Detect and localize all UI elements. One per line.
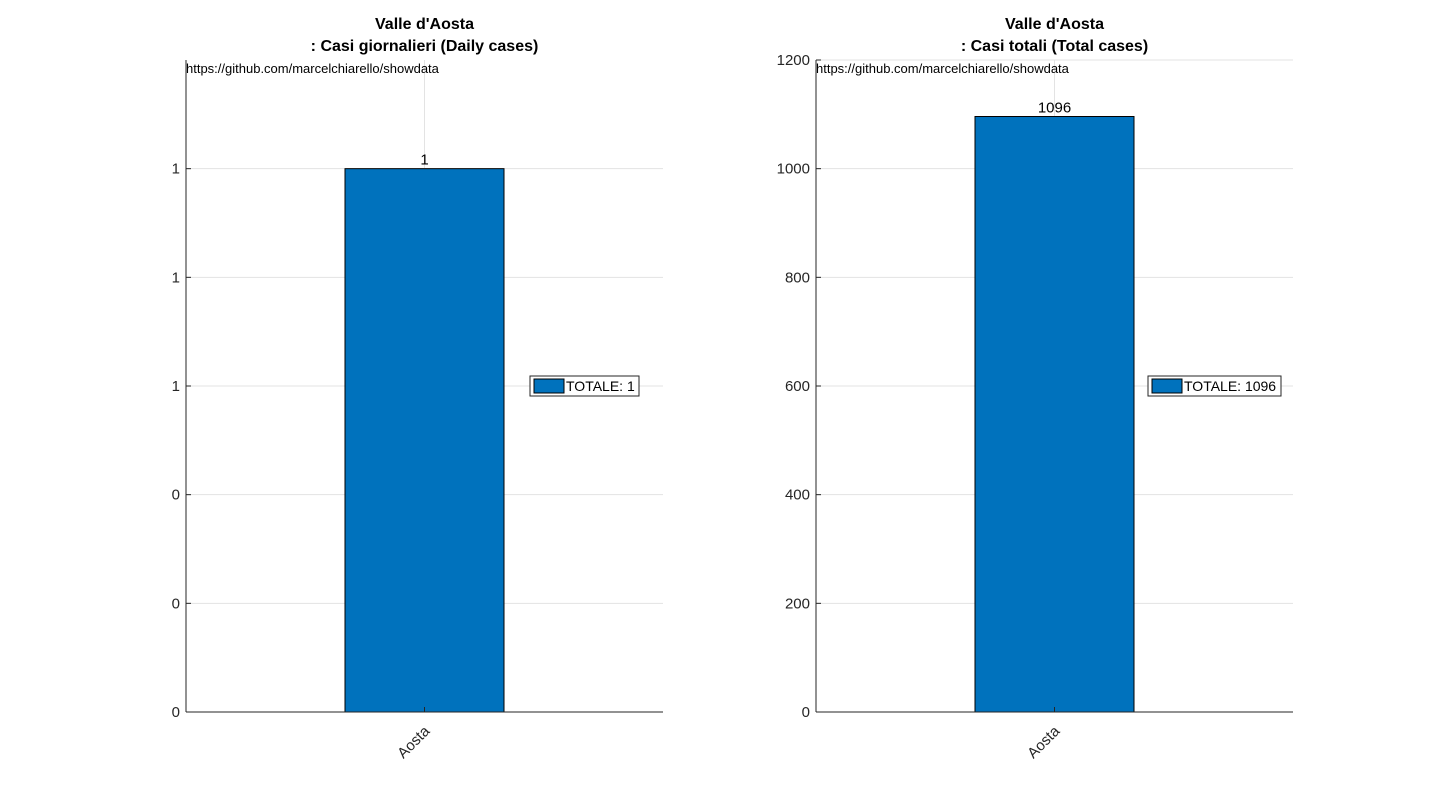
x-tick-label: Aosta — [1024, 722, 1064, 762]
chart-title-line: : Casi totali (Total cases) — [961, 38, 1148, 55]
chart-title-line: : Casi giornalieri (Daily cases) — [311, 38, 539, 55]
data-label: 1 — [420, 152, 428, 169]
y-tick-label: 0 — [802, 704, 810, 721]
legend-label: TOTALE: 1 — [566, 378, 635, 394]
chart-panel-1: 1 0 0 0 1 1 1 Aosta Valle d'Aosta : Casi giornali… — [172, 16, 663, 762]
y-tick-label: 0 — [172, 595, 180, 612]
legend-swatch — [533, 378, 565, 394]
bar — [974, 116, 1135, 713]
source-annotation: https://github.com/marcelchiarello/showd… — [186, 61, 440, 76]
y-tick-label: 400 — [785, 487, 810, 504]
y-tick-label: 800 — [785, 269, 810, 286]
y-tick-label: 1 — [172, 269, 180, 286]
y-tick-label: 200 — [785, 595, 810, 612]
y-tick-label: 600 — [785, 378, 810, 395]
y-tick-label: 0 — [172, 487, 180, 504]
y-tick-label: 1 — [172, 161, 180, 178]
chart-title-line: Valle d'Aosta — [375, 16, 474, 33]
y-tick-label: 1 — [172, 378, 180, 395]
y-tick-label: 1000 — [777, 161, 810, 178]
legend-label: TOTALE: 1096 — [1184, 378, 1276, 394]
legend-swatch — [1151, 378, 1183, 394]
y-tick-label: 0 — [172, 704, 180, 721]
chart-panel-2: 1096 0 200 400 600 800 1000 1200 Aosta Valle d'Ao… — [777, 16, 1293, 762]
x-tick-label: Aosta — [394, 722, 434, 762]
bar — [344, 168, 505, 713]
source-annotation: https://github.com/marcelchiarello/showd… — [816, 61, 1070, 76]
data-label: 1096 — [1038, 100, 1071, 117]
y-tick-label: 1200 — [777, 52, 810, 69]
chart-title-line: Valle d'Aosta — [1005, 16, 1104, 33]
